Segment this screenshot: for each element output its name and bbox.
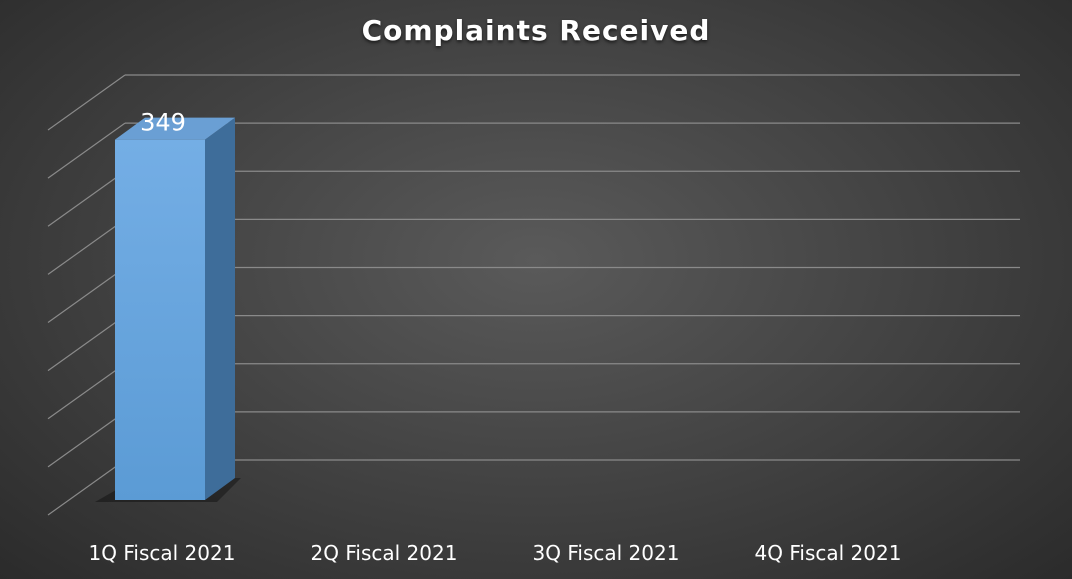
bar (115, 139, 205, 500)
gridline-depth (47, 122, 126, 179)
x-tick-label: 3Q Fiscal 2021 (533, 541, 680, 565)
gridline-depth (47, 218, 126, 275)
gridline-depth (47, 459, 126, 516)
gridline-depth (47, 74, 126, 131)
gridline-depth (47, 363, 126, 420)
chart-title: Complaints Received (361, 14, 711, 47)
bar-top (115, 117, 235, 140)
gridline-depth (47, 315, 126, 372)
bar-side (205, 117, 235, 500)
gridline-depth (47, 267, 126, 323)
x-tick-label: 4Q Fiscal 2021 (755, 541, 902, 565)
gridline-depth (47, 411, 126, 468)
x-tick-label: 2Q Fiscal 2021 (311, 541, 458, 565)
gridline-depth (47, 170, 126, 227)
data-label: 349 (140, 109, 186, 137)
x-tick-label: 1Q Fiscal 2021 (89, 541, 236, 565)
